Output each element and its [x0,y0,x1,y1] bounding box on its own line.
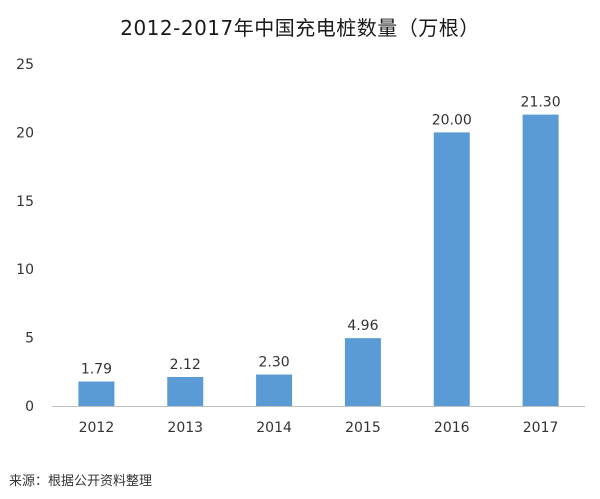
y-axis-ticks: 0 5 10 15 20 25 [16,57,34,415]
bar-2017 [522,114,559,406]
data-label-2017: 21.30 [521,95,561,111]
x-tick-label-2012: 2012 [79,420,115,436]
data-label-2015: 4.96 [347,318,378,334]
x-tick-label-2014: 2014 [256,420,292,436]
chart-source-note: 来源：根据公开资料整理 [9,474,153,489]
x-tick-label-2013: 2013 [167,420,203,436]
y-tick-label: 25 [16,57,34,73]
bar-2014 [256,374,293,406]
data-label-2013: 2.12 [170,357,201,373]
y-tick-label: 5 [25,331,34,347]
x-tick-label-2016: 2016 [434,420,470,436]
y-tick-label: 20 [16,125,34,141]
bar-2015 [344,338,381,406]
data-label-2012: 1.79 [81,362,112,378]
data-labels: 1.79 2.12 2.30 4.96 20.00 21.30 [81,95,561,378]
x-tick-label-2017: 2017 [523,420,559,436]
x-tick-label-2015: 2015 [345,420,381,436]
bar-2016 [433,132,470,406]
bar-2013 [167,376,204,406]
bars [78,114,559,406]
y-tick-label: 0 [25,399,34,415]
bar-2012 [78,381,115,406]
y-tick-label: 15 [16,194,34,210]
x-axis-ticks: 2012 2013 2014 2015 2016 2017 [79,420,559,436]
chart-title: 2012-2017年中国充电桩数量（万根） [120,16,480,40]
y-tick-label: 10 [16,262,34,278]
data-label-2014: 2.30 [258,355,289,371]
data-label-2016: 20.00 [432,112,472,128]
